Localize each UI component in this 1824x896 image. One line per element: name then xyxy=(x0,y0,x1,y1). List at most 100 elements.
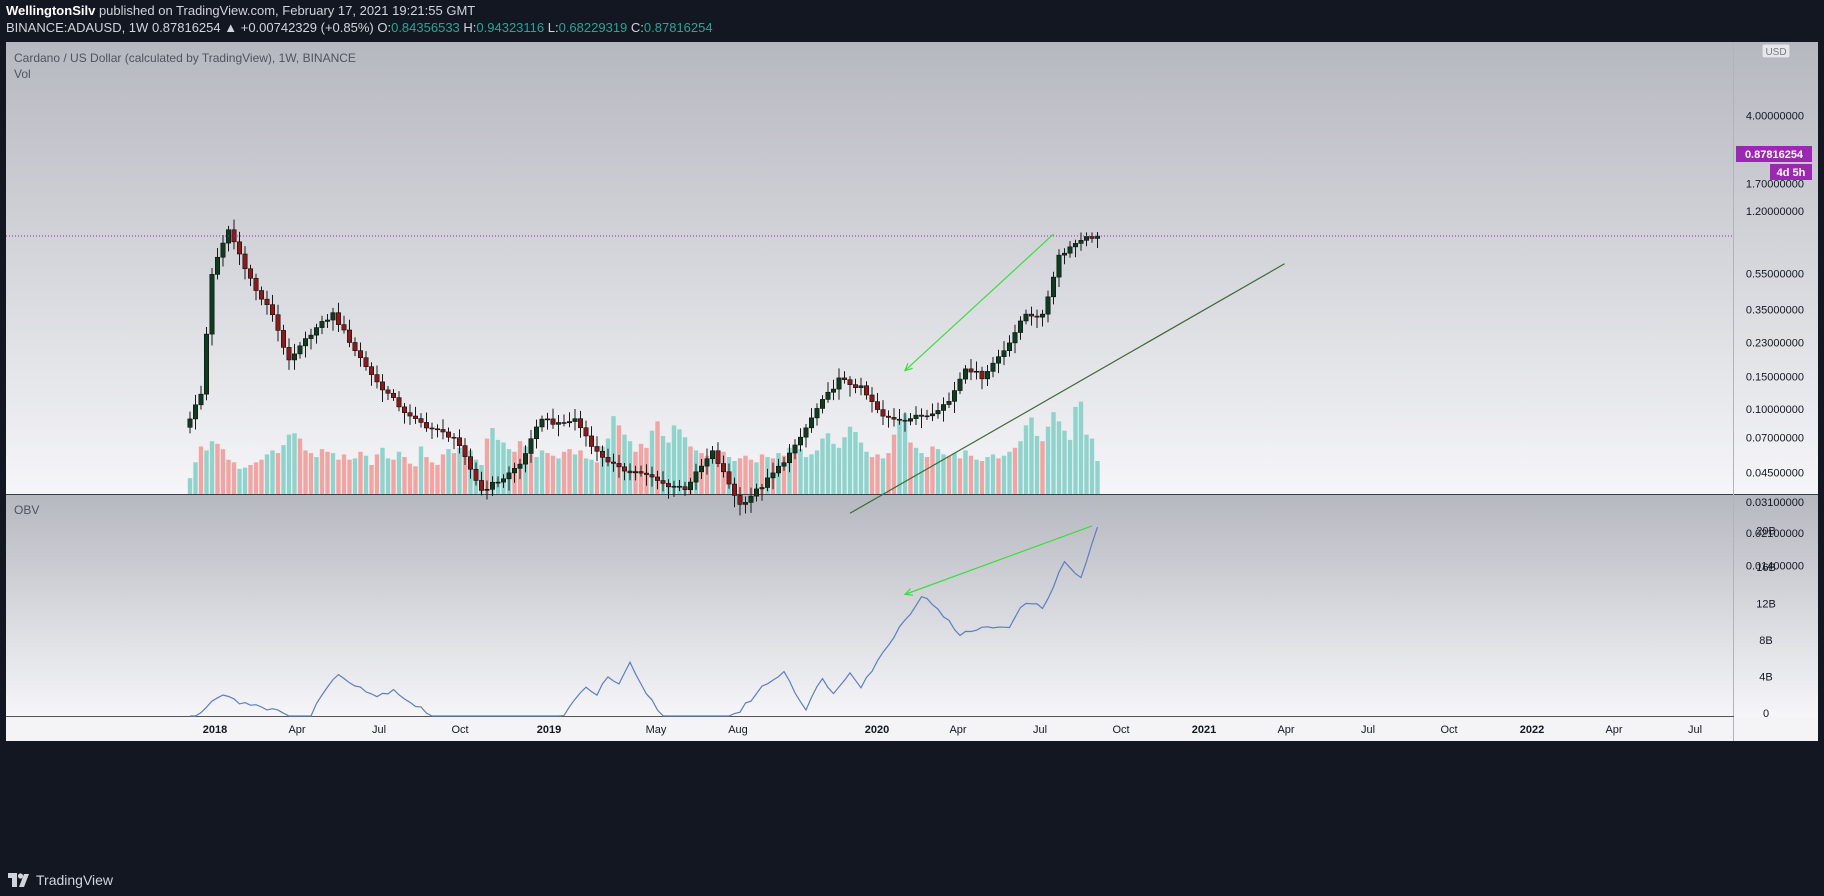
candle-body xyxy=(390,392,396,398)
price-arrow-head xyxy=(903,362,913,372)
time-tick-label: Jul xyxy=(1033,724,1047,736)
candle-body xyxy=(1067,246,1073,254)
published-text: published on TradingView.com, February 1… xyxy=(98,3,476,18)
candle-body xyxy=(209,274,215,335)
candle-body xyxy=(638,471,644,474)
candle-body xyxy=(1051,276,1057,298)
time-tick-label: 2018 xyxy=(203,724,227,736)
volume-bar xyxy=(979,461,985,494)
volume-bar xyxy=(286,434,292,494)
volume-bar xyxy=(407,463,413,494)
chart-frame: 4.000000002.500000001.700000001.20000000… xyxy=(0,42,1824,864)
volume-bar xyxy=(583,458,589,494)
volume-bar xyxy=(237,468,242,494)
candle-body xyxy=(440,429,446,433)
volume-bar xyxy=(649,430,655,494)
volume-bar xyxy=(1012,447,1018,494)
tradingview-logo[interactable]: TradingView xyxy=(8,872,113,888)
volume-bar xyxy=(528,454,534,494)
candle-body xyxy=(313,327,319,336)
obv-arrow xyxy=(904,525,1093,595)
candle-body xyxy=(775,465,781,474)
candle-body xyxy=(363,357,369,368)
candle-body xyxy=(1078,240,1084,244)
candle-body xyxy=(1029,313,1035,317)
currency-box[interactable] xyxy=(1761,43,1791,59)
candle-body xyxy=(330,312,336,321)
support-trendline xyxy=(849,263,1285,514)
candle-body xyxy=(379,381,385,391)
price-tick-label: 0.04500000 xyxy=(1746,468,1804,480)
volume-bar xyxy=(1018,441,1023,494)
volume-bar xyxy=(996,458,1001,494)
high-label: H: xyxy=(463,20,477,35)
volume-bar xyxy=(930,446,935,494)
brand-label: TradingView xyxy=(36,872,114,888)
candle-body xyxy=(720,463,726,473)
volume-bar xyxy=(561,451,567,494)
candle-body xyxy=(704,458,710,467)
candle-body xyxy=(698,465,704,473)
volume-bar xyxy=(248,464,253,494)
time-tick-label: Oct xyxy=(1440,724,1457,736)
volume-bar xyxy=(869,457,875,494)
price-change: ▲ +0.00742329 (+0.85%) xyxy=(224,20,374,35)
candle-body xyxy=(319,321,325,328)
candle-body xyxy=(924,415,930,418)
volume-bar xyxy=(385,458,391,494)
price-chart[interactable]: 4.000000002.500000001.700000001.20000000… xyxy=(0,42,1824,864)
price-tick-label: 0.02100000 xyxy=(1746,528,1804,540)
obv-axis-area[interactable] xyxy=(1734,495,1818,717)
candle-body xyxy=(709,450,715,460)
candle-body xyxy=(913,414,919,419)
chart-title: Cardano / US Dollar (calculated by Tradi… xyxy=(14,51,356,65)
volume-bar xyxy=(688,446,693,494)
volume-bar xyxy=(908,442,913,494)
candle-body xyxy=(737,495,743,505)
volume-bar xyxy=(919,453,924,494)
obv-tick-label: 8B xyxy=(1759,635,1772,647)
volume-bar xyxy=(886,453,891,494)
volume-bar xyxy=(913,447,919,494)
volume-bar xyxy=(1062,430,1067,494)
candle-body xyxy=(418,418,424,423)
candle-body xyxy=(550,418,556,425)
candles-layer xyxy=(187,219,1101,516)
volume-bar xyxy=(814,450,820,494)
volume-bar xyxy=(1045,426,1051,494)
candle-body xyxy=(830,388,836,393)
candle-body xyxy=(643,472,649,475)
volume-bar xyxy=(990,454,996,494)
candle-body xyxy=(275,314,281,331)
price-tick-label: 0.35000000 xyxy=(1746,304,1804,316)
volume-bar xyxy=(418,446,424,494)
volume-bar xyxy=(935,449,941,494)
drawings-layer xyxy=(6,233,1734,596)
price-pane[interactable] xyxy=(6,42,1734,494)
candle-body xyxy=(335,312,341,325)
volume-bar xyxy=(391,459,396,494)
candle-body xyxy=(753,488,759,497)
price-arrow xyxy=(904,233,1054,372)
obv-pane[interactable] xyxy=(6,495,1734,717)
volume-bar xyxy=(572,454,578,494)
candle-body xyxy=(797,436,803,446)
price-axis-area[interactable] xyxy=(1734,42,1818,494)
volume-bar xyxy=(968,455,974,494)
volume-bar xyxy=(891,434,897,494)
volume-bar xyxy=(187,478,193,494)
time-tick-label: May xyxy=(646,724,667,736)
candle-body xyxy=(902,419,908,422)
volume-bar xyxy=(429,462,435,494)
price-tick-label: 0.03100000 xyxy=(1746,497,1804,509)
volume-bar xyxy=(897,420,902,494)
author-name[interactable]: WellingtonSilv xyxy=(6,3,96,18)
price-tick-label: 0.15000000 xyxy=(1746,372,1804,384)
candle-body xyxy=(215,256,221,275)
candle-body xyxy=(841,377,847,380)
high-value: 0.94323116 xyxy=(476,20,545,35)
volume-bar xyxy=(1056,421,1062,494)
volume-bar xyxy=(550,455,556,494)
volume-bar xyxy=(605,438,611,494)
time-axis-area[interactable] xyxy=(6,717,1818,741)
